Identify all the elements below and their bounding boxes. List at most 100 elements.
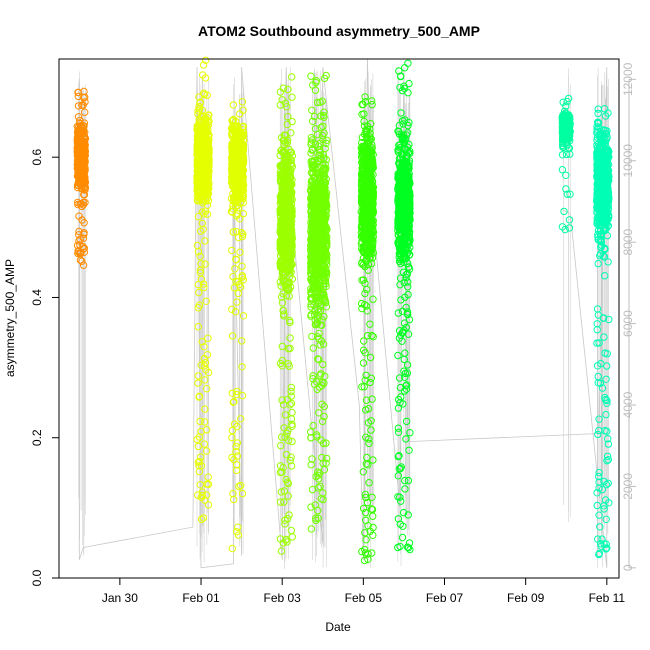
- data-point: [406, 204, 414, 212]
- data-point: [80, 190, 88, 199]
- series-points: [73, 87, 90, 269]
- data-point: [278, 243, 287, 251]
- data-point: [285, 278, 293, 286]
- data-point: [365, 230, 373, 238]
- data-point: [396, 493, 404, 501]
- data-point: [229, 228, 238, 236]
- data-point: [200, 354, 209, 363]
- data-point: [284, 266, 292, 274]
- data-point: [394, 219, 402, 227]
- data-point: [80, 139, 89, 148]
- data-point: [285, 174, 294, 182]
- data-point: [277, 216, 285, 225]
- data-point: [229, 157, 237, 165]
- data-point: [401, 235, 409, 243]
- data-point: [362, 251, 371, 260]
- data-point: [314, 514, 322, 522]
- data-point: [197, 493, 206, 502]
- data-point: [564, 120, 572, 128]
- data-point: [195, 105, 204, 113]
- data-point: [314, 475, 323, 483]
- data-point: [323, 454, 331, 463]
- data-point: [314, 297, 323, 305]
- data-point: [394, 472, 402, 480]
- data-point: [362, 371, 370, 379]
- data-point: [234, 289, 243, 298]
- data-point: [204, 501, 213, 509]
- data-point: [398, 86, 407, 95]
- data-point: [397, 131, 406, 139]
- data-point: [365, 439, 373, 448]
- data-point: [562, 150, 571, 159]
- data-point: [197, 427, 205, 436]
- data-point: [228, 117, 236, 125]
- data-point: [564, 117, 572, 125]
- data-point: [561, 225, 569, 234]
- data-point: [603, 147, 612, 155]
- data-point: [237, 481, 245, 490]
- data-point: [312, 256, 320, 265]
- data-point: [309, 277, 317, 285]
- data-point: [396, 206, 404, 215]
- data-point: [363, 285, 371, 294]
- data-point: [280, 487, 289, 495]
- data-point: [194, 107, 202, 115]
- data-point: [360, 556, 369, 565]
- data-point: [201, 376, 209, 384]
- data-point: [234, 178, 242, 186]
- data-point: [398, 337, 406, 345]
- data-point: [195, 433, 204, 441]
- data-point: [307, 253, 315, 261]
- data-point: [399, 243, 407, 251]
- data-point: [364, 139, 373, 147]
- data-point: [400, 140, 408, 148]
- data-point: [277, 488, 285, 496]
- data-point: [203, 201, 212, 210]
- data-point: [322, 155, 330, 164]
- data-point: [198, 488, 207, 496]
- data-point: [358, 276, 366, 284]
- data-point: [394, 145, 403, 154]
- data-point: [562, 185, 570, 193]
- data-point: [367, 177, 375, 185]
- data-point: [232, 442, 240, 451]
- data-point: [594, 535, 602, 543]
- data-point: [361, 202, 369, 211]
- data-point: [312, 514, 320, 522]
- data-point: [359, 177, 368, 185]
- data-point: [285, 292, 293, 300]
- data-point: [228, 389, 237, 397]
- series-points: [227, 98, 248, 553]
- data-point: [316, 307, 325, 315]
- data-point: [288, 117, 296, 126]
- data-point: [368, 549, 376, 557]
- data-point: [278, 342, 286, 351]
- data-point: [280, 401, 288, 409]
- data-point: [360, 110, 368, 118]
- data-point: [283, 190, 291, 198]
- data-point: [322, 71, 330, 80]
- data-point: [239, 230, 247, 238]
- data-point: [366, 125, 374, 134]
- data-point: [313, 320, 322, 328]
- data-point: [317, 181, 325, 190]
- data-point: [368, 331, 376, 340]
- data-point: [397, 72, 405, 80]
- data-point: [595, 468, 603, 477]
- data-point: [280, 312, 288, 320]
- data-point: [358, 194, 366, 202]
- data-point: [194, 170, 202, 179]
- data-point: [323, 260, 331, 269]
- data-point: [559, 118, 568, 126]
- data-point: [403, 308, 412, 316]
- data-point: [405, 161, 413, 170]
- data-point: [277, 147, 285, 155]
- data-point: [397, 186, 406, 194]
- data-point: [314, 211, 322, 220]
- data-point: [74, 102, 83, 110]
- data-point: [317, 321, 325, 329]
- data-point: [358, 173, 366, 181]
- data-point: [228, 453, 236, 462]
